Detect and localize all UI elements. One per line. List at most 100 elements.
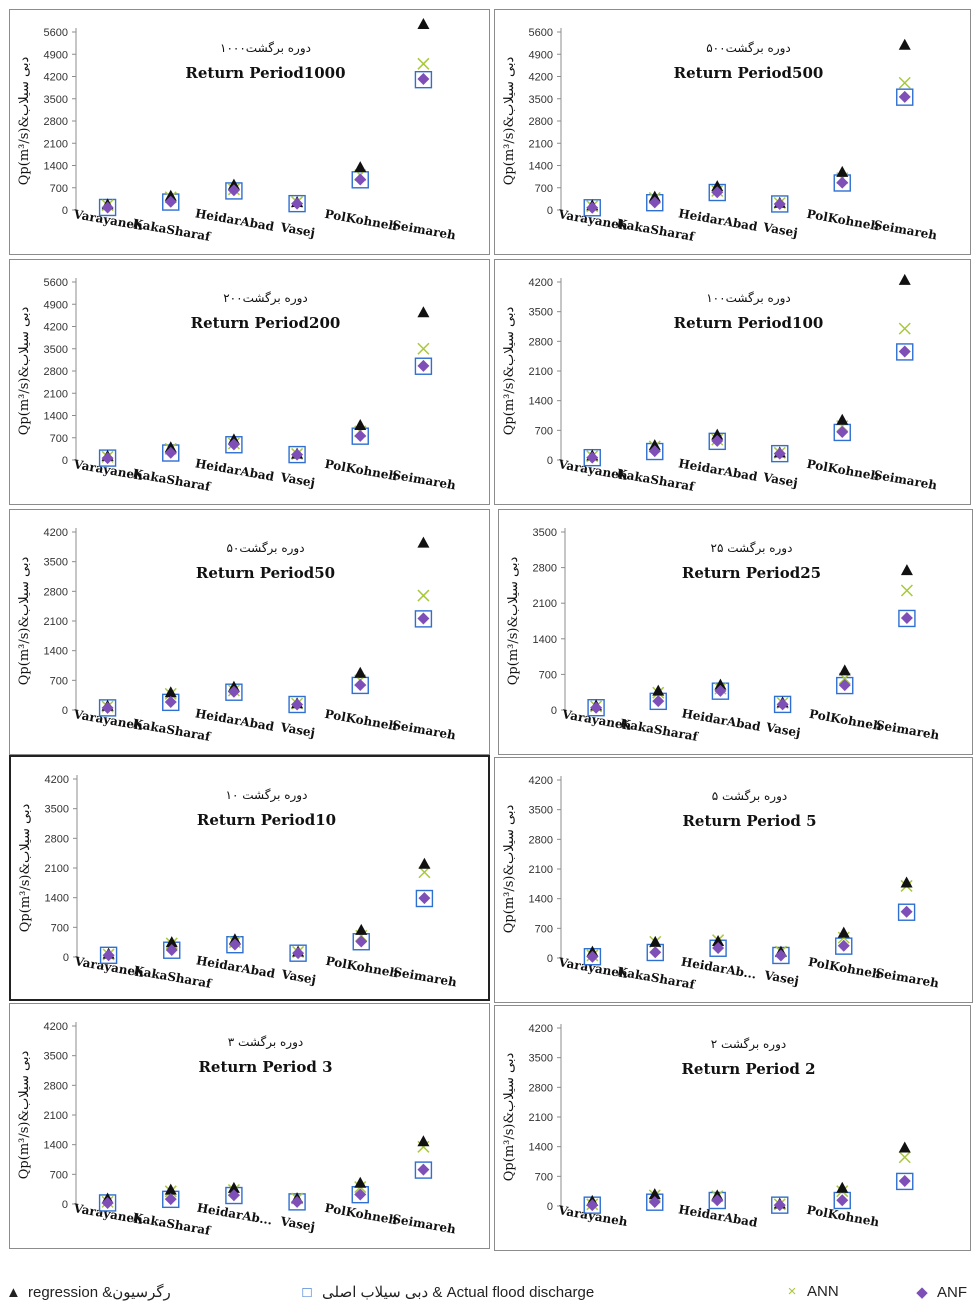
actual-point (415, 889, 434, 908)
actual-point (288, 445, 306, 464)
category-label: Seimareh (392, 965, 458, 990)
y-tick-label: 4900 (44, 49, 68, 61)
y-tick-label: 3500 (529, 805, 553, 817)
regression-point (712, 935, 725, 947)
anfis-point (291, 197, 304, 210)
chart-svg: 0 700 1400 2100 2800 3500 4200 دوره برگشت ۳ Retu… (17, 1021, 457, 1238)
anfis-point (648, 196, 661, 209)
anfis-point (227, 184, 240, 197)
y-tick-label: 700 (535, 425, 553, 437)
chart-svg: 0 700 1400 2100 2800 3500 4200 دوره برگشت ۲ Retu… (502, 1023, 914, 1230)
category-label: Seimareh (391, 468, 457, 493)
anfis-point (586, 1199, 599, 1212)
chart-title: Return Period200 (191, 314, 341, 332)
anfis-point (101, 452, 114, 465)
y-axis-label: Qp(m³/s)&دبی سیلاب (17, 307, 32, 436)
y-axis-label: Qp(m³/s)&دبی سیلاب (17, 57, 32, 186)
y-tick-label: 0 (547, 205, 553, 217)
actual-point (896, 88, 914, 106)
regression-point (227, 178, 240, 190)
category-label: Vasej (761, 220, 799, 240)
category-label: PolKohneh (807, 955, 882, 982)
regression-point (900, 564, 913, 576)
actual-point (414, 70, 433, 89)
chart-title-fa: دوره برگشت ۲ (711, 1037, 786, 1052)
ann-point (898, 1151, 911, 1164)
chart-title: Return Period50 (196, 564, 335, 582)
regression-point (417, 1135, 430, 1147)
y-tick-label: 700 (50, 675, 68, 687)
chart-title-fa: دوره برگشت ۵ (712, 789, 787, 804)
y-tick-label: 0 (62, 205, 68, 217)
chart-title-fa: دوره برگشت ۲۵ (711, 541, 793, 556)
cross-marker-icon: × (787, 1283, 797, 1300)
regression-point (354, 161, 367, 173)
regression-point (417, 306, 430, 318)
y-tick-label: 4200 (529, 72, 553, 84)
anfis-point (101, 701, 114, 714)
actual-point (414, 357, 433, 375)
anfis-point (898, 1174, 911, 1187)
regression-point (164, 686, 177, 698)
regression-point (648, 190, 661, 202)
y-tick-label: 4200 (529, 277, 553, 289)
ann-point (417, 57, 430, 70)
y-tick-label: 5600 (529, 27, 553, 39)
y-tick-label: 700 (50, 183, 68, 195)
chart-svg: 0 700 1400 2100 2800 3500 4200 4900 5600 دوره برگ… (502, 27, 938, 244)
chart-title-fa: دوره برگشت۵۰ (226, 541, 304, 556)
y-tick-label: 1400 (44, 646, 68, 658)
y-tick-label: 1400 (529, 161, 553, 173)
regression-point (836, 413, 849, 425)
anfis-point (836, 426, 849, 439)
chart-svg: 0 700 1400 2100 2800 3500 4200 دوره برگشت۱۰۰ Ret… (502, 273, 938, 494)
y-tick-label: 1400 (529, 894, 553, 906)
regression-point (836, 165, 849, 177)
anfis-point (164, 695, 177, 708)
y-tick-label: 2100 (44, 138, 68, 150)
chart-title: Return Period500 (674, 64, 824, 82)
regression-point (714, 678, 727, 690)
chart-title-fa: دوره برگشت۱۰۰۰ (220, 41, 311, 56)
y-tick-label: 3500 (44, 1051, 68, 1063)
y-tick-label: 2100 (45, 863, 69, 875)
regression-point (898, 38, 911, 50)
y-tick-label: 3500 (44, 344, 68, 356)
anfis-point (774, 949, 787, 962)
anfis-point (837, 939, 850, 952)
anfis-point (711, 186, 724, 199)
category-label: Seimareh (391, 1212, 457, 1237)
regression-point (418, 857, 431, 869)
regression-point (417, 18, 430, 30)
y-tick-label: 3500 (529, 1053, 553, 1065)
anfis-point (773, 1199, 786, 1212)
anfis-point (838, 679, 851, 692)
anfis-point (227, 1189, 240, 1202)
anfis-point (101, 201, 114, 214)
anfis-point (900, 905, 913, 918)
category-label: Seimareh (875, 718, 941, 743)
y-tick-label: 1400 (44, 1140, 68, 1152)
y-tick-label: 2100 (529, 366, 553, 378)
chart-title-fa: دوره برگشت۵۰۰ (706, 41, 791, 56)
legend-label-ann: ANN (807, 1283, 839, 1300)
regression-point (838, 664, 851, 676)
chart-panel-rp50: 0 700 1400 2100 2800 3500 4200 دوره برگشت۵۰ Retu… (9, 509, 490, 755)
anfis-point (228, 938, 241, 951)
chart-legend: ▲ regression &رگرسیون □ دبی سیلاب اصلی & A… (0, 1283, 977, 1307)
chart-title-fa: دوره برگشت۱۰۰ (706, 291, 791, 306)
chart-svg: 0 700 1400 2100 2800 3500 4200 دوره برگشت ۵ Retu… (502, 775, 940, 992)
anfis-point (898, 90, 911, 103)
regression-point (652, 684, 665, 696)
ann-point (417, 589, 430, 602)
anfis-point (354, 173, 367, 186)
y-tick-label: 2100 (529, 864, 553, 876)
actual-point (896, 1172, 914, 1191)
y-tick-label: 0 (63, 952, 69, 964)
regression-point (164, 189, 177, 201)
chart-title: Return Period 3 (198, 1058, 332, 1076)
y-tick-label: 5600 (44, 27, 68, 39)
y-tick-label: 2100 (529, 138, 553, 150)
anfis-point (417, 612, 430, 625)
chart-title: Return Period10 (197, 811, 336, 829)
